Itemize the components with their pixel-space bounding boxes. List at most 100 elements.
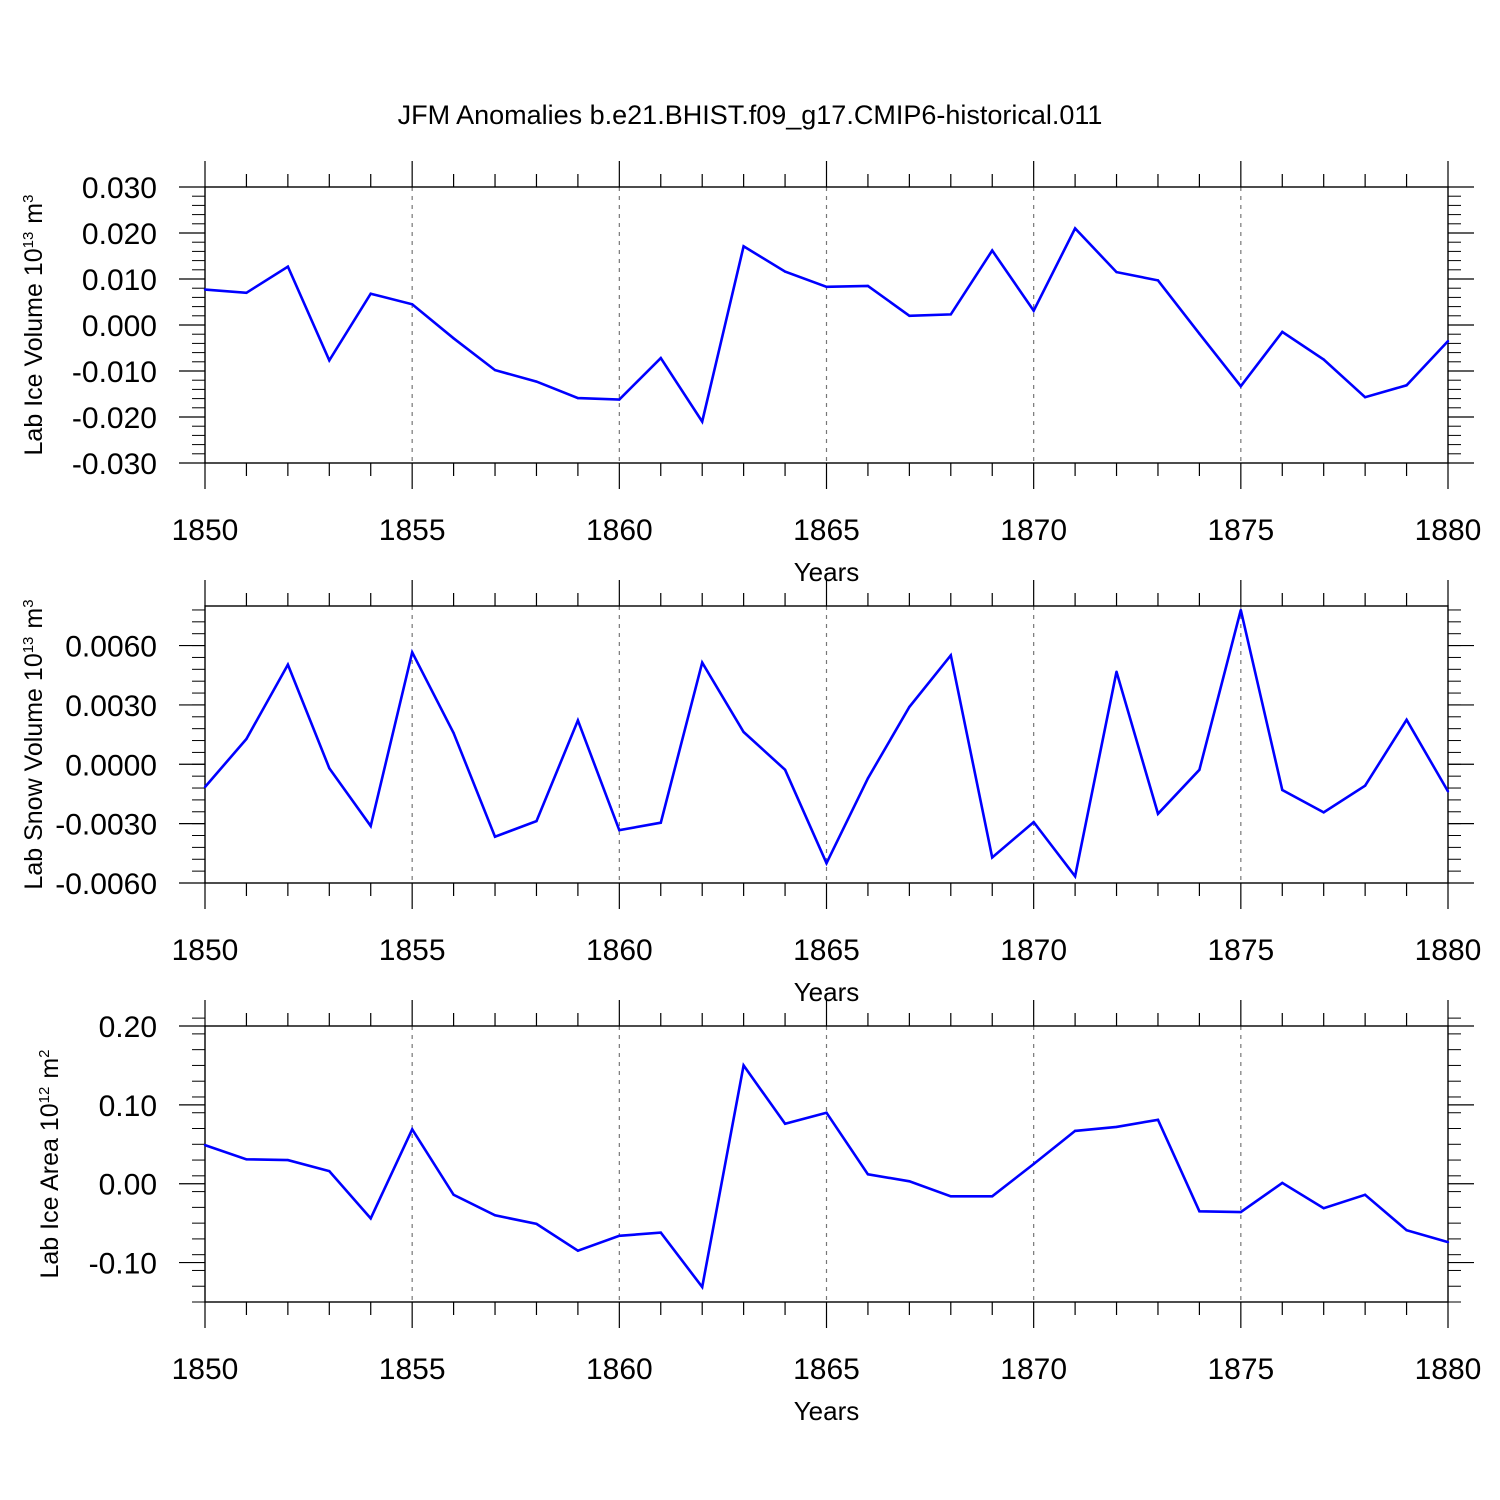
x-tick-label: 1865: [793, 514, 860, 547]
y-axis-label-ylabel: Lab Ice Area 10: [36, 1103, 64, 1278]
x-tick-label: 1860: [586, 1353, 653, 1386]
y-axis-label-ylabel-unit: m: [20, 608, 48, 629]
y-axis-label: Lab Ice Area 1012 m2: [36, 1050, 64, 1279]
y-axis-label-ylabel-exp: 13: [20, 637, 37, 654]
data-point: [825, 285, 828, 289]
x-tick-label: 1855: [379, 514, 446, 547]
y-axis-label-ylabel-exp: 13: [20, 232, 37, 249]
data-point: [618, 398, 621, 401]
y-tick-label: 0.020: [82, 218, 157, 251]
data-point: [410, 651, 414, 654]
data-point: [369, 292, 372, 295]
data-point: [825, 1111, 828, 1114]
data-point: [701, 661, 704, 664]
x-tick-label: 1865: [793, 1353, 860, 1386]
data-point: [659, 1231, 662, 1234]
y-axis-label-ylabel-exp: 12: [36, 1087, 53, 1104]
y-axis-label-ylabel-unit-exp: 2: [36, 1050, 53, 1058]
data-point: [701, 420, 704, 423]
data-point: [1073, 227, 1077, 230]
y-tick-label: -0.020: [72, 402, 157, 435]
data-point: [1156, 812, 1160, 815]
data-point: [576, 396, 580, 400]
chart-panel-2: 1850 1855 1860 1865 1870 1875 1880Years-0.0060…: [20, 580, 1481, 1007]
data-point: [866, 284, 870, 288]
x-tick-label: 1875: [1207, 934, 1274, 967]
data-point: [1115, 270, 1118, 274]
y-tick-label: 0.010: [82, 264, 157, 297]
data-point: [1156, 279, 1160, 282]
chart-panel-1: 1850 1855 1860 1865 1870 1875 1880Years-0.030-…: [20, 161, 1481, 587]
y-tick-label: -0.030: [72, 448, 157, 481]
data-point: [576, 1249, 580, 1252]
x-axis-label: Years: [794, 1396, 860, 1426]
data-point: [1281, 1181, 1284, 1185]
y-axis-label-ylabel-unit-exp: 3: [20, 599, 37, 607]
data-point: [1239, 608, 1243, 612]
data-point: [286, 1158, 290, 1162]
data-point: [493, 1214, 497, 1217]
data-point: [1405, 1229, 1408, 1232]
data-point: [203, 1143, 207, 1147]
data-point: [1363, 396, 1367, 399]
data-point: [1032, 309, 1035, 312]
x-tick-label: 1860: [586, 934, 653, 967]
data-point: [783, 1122, 787, 1125]
data-point: [949, 1195, 952, 1198]
y-tick-label: 0.000: [82, 310, 157, 343]
data-point: [452, 1193, 455, 1196]
data-point: [825, 862, 828, 865]
data-point: [452, 731, 455, 735]
y-axis-label-ylabel: Lab Snow Volume 10: [20, 653, 48, 889]
data-point: [1281, 788, 1284, 792]
data-point: [742, 730, 745, 734]
chart-panel-3: 1850 1855 1860 1865 1870 1875 1880 Years -0.10 0.…: [36, 1000, 1481, 1426]
data-point: [1115, 670, 1118, 673]
x-tick-label: 1870: [1000, 514, 1067, 547]
x-tick-label: 1875: [1207, 1353, 1274, 1386]
data-point: [1446, 1240, 1450, 1244]
data-point: [1405, 718, 1408, 721]
panels: 1850 1855 1860 1865 1870 1875 1880 Years -0.030 -…: [20, 161, 1481, 1426]
data-point: [949, 654, 952, 657]
y-tick-label: -0.0060: [55, 868, 157, 901]
data-point: [328, 1169, 331, 1173]
data-point: [701, 1285, 704, 1289]
data-point: [1156, 1118, 1160, 1122]
data-point: [328, 359, 331, 362]
data-point: [410, 1128, 414, 1131]
data-point: [1322, 358, 1325, 361]
x-tick-label: 1865: [793, 934, 860, 967]
data-point: [535, 1222, 538, 1226]
y-tick-label: 0.0030: [65, 690, 157, 723]
y-tick-label: -0.010: [72, 356, 157, 389]
x-tick-label: 1850: [172, 514, 239, 547]
data-point: [908, 314, 911, 317]
data-point: [1322, 811, 1325, 814]
y-tick-label: -0.10: [89, 1248, 157, 1281]
x-tick-label: 1850: [172, 1353, 239, 1386]
x-tick-label: 1855: [379, 1353, 446, 1386]
data-point: [1032, 820, 1035, 824]
data-point: [908, 705, 911, 709]
data-point: [452, 337, 455, 340]
data-point: [618, 828, 621, 832]
y-tick-label: 0.10: [99, 1090, 157, 1123]
data-point: [535, 819, 538, 823]
data-point: [1032, 1162, 1035, 1166]
y-axis-label-ylabel-unit: m: [20, 203, 48, 224]
data-point: [1198, 768, 1201, 772]
data-point: [245, 291, 248, 294]
y-axis-label-ylabel: Lab Ice Volume 10: [20, 248, 48, 455]
y-tick-label: 0.20: [99, 1011, 157, 1044]
x-tick-label: 1855: [379, 934, 446, 967]
x-tick-label: 1860: [586, 514, 653, 547]
data-point: [493, 835, 497, 838]
y-axis-label-ylabel-unit-exp: 3: [20, 195, 37, 203]
y-tick-label: -0.0030: [55, 809, 157, 842]
data-point: [1239, 384, 1243, 388]
data-point: [203, 288, 207, 291]
data-point: [742, 245, 745, 248]
data-point: [783, 270, 787, 273]
